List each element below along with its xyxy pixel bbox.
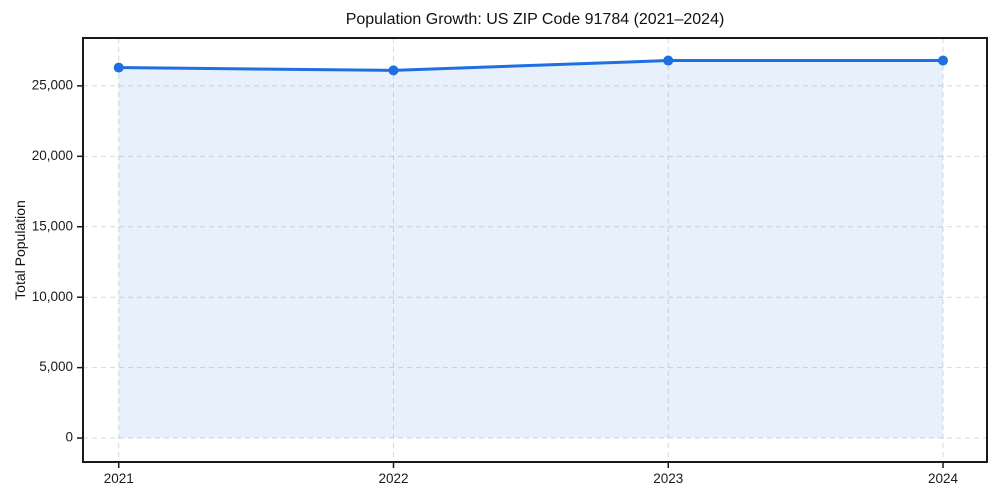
x-tick-label: 2021	[104, 471, 134, 486]
chart-title: Population Growth: US ZIP Code 91784 (20…	[345, 11, 725, 28]
x-tick-label: 2023	[653, 471, 683, 486]
data-point-marker-2023	[663, 55, 674, 66]
data-point-marker-2022	[388, 65, 399, 76]
x-tick-label: 2024	[928, 471, 959, 486]
y-tick-label: 20,000	[32, 148, 73, 163]
y-tick-label: 0	[65, 430, 73, 445]
y-tick-label: 25,000	[32, 77, 73, 92]
y-tick-label: 10,000	[32, 289, 73, 304]
plot-border	[82, 37, 988, 463]
y-tick-label: 5,000	[39, 359, 73, 374]
population-line	[117, 59, 945, 72]
area-fill	[118, 60, 944, 439]
y-tick-label: 15,000	[32, 218, 73, 233]
x-tick-label: 2022	[378, 471, 408, 486]
data-point-marker-2021	[113, 62, 124, 73]
data-point-marker-2024	[938, 55, 949, 66]
